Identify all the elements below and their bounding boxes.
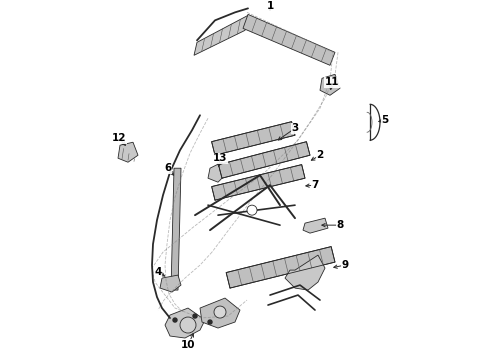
Polygon shape xyxy=(194,15,248,55)
Text: 8: 8 xyxy=(336,220,343,230)
Polygon shape xyxy=(212,165,305,200)
Text: 11: 11 xyxy=(325,77,339,87)
Polygon shape xyxy=(160,275,181,292)
Polygon shape xyxy=(320,74,340,95)
Circle shape xyxy=(173,318,177,322)
Polygon shape xyxy=(165,308,205,338)
Polygon shape xyxy=(219,142,310,178)
Polygon shape xyxy=(285,255,325,290)
Polygon shape xyxy=(171,168,181,290)
Polygon shape xyxy=(226,247,335,288)
Circle shape xyxy=(193,314,197,318)
Text: 7: 7 xyxy=(311,180,318,190)
Text: 9: 9 xyxy=(342,260,348,270)
Text: 5: 5 xyxy=(381,115,389,125)
Polygon shape xyxy=(212,122,295,155)
Polygon shape xyxy=(208,162,225,182)
Circle shape xyxy=(180,317,196,333)
Circle shape xyxy=(214,306,226,318)
Text: 1: 1 xyxy=(267,1,273,12)
Text: 2: 2 xyxy=(317,150,323,160)
Text: 3: 3 xyxy=(292,123,298,133)
Polygon shape xyxy=(118,142,138,162)
Text: 10: 10 xyxy=(181,340,195,350)
Polygon shape xyxy=(243,14,335,65)
Text: 12: 12 xyxy=(112,133,126,143)
Circle shape xyxy=(208,320,212,324)
Polygon shape xyxy=(200,298,240,328)
Text: 4: 4 xyxy=(154,267,162,277)
Text: 13: 13 xyxy=(213,153,227,163)
Circle shape xyxy=(247,205,257,215)
Polygon shape xyxy=(303,218,328,233)
Text: 6: 6 xyxy=(164,163,171,173)
